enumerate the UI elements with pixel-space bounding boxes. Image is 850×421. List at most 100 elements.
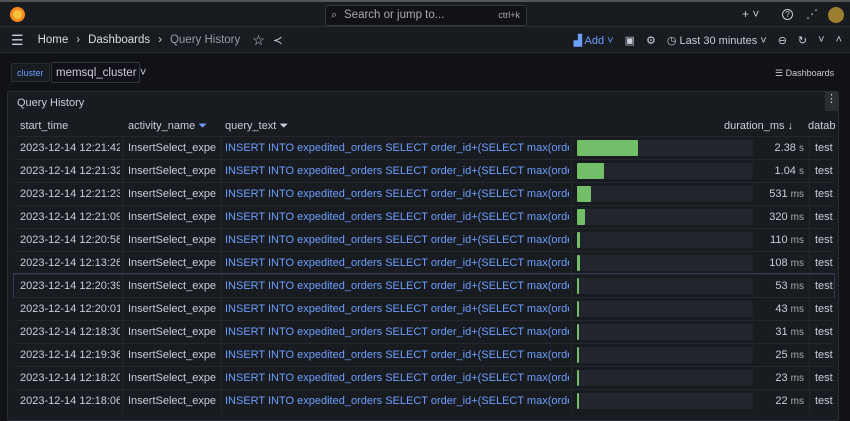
duration-value: 22 ms — [754, 395, 804, 407]
breadcrumb-dashboards[interactable]: Dashboards — [88, 34, 151, 46]
duration-value: 53 ms — [754, 280, 804, 292]
column-header-activity-name[interactable]: activity_name ⏷ — [128, 120, 207, 133]
table-row[interactable]: 2023-12-14 12:20:01 InsertSelect_expe...… — [14, 297, 834, 321]
table-row[interactable]: 2023-12-14 12:21:23 InsertSelect_expe...… — [14, 182, 834, 206]
refresh-icon[interactable]: ↻ — [797, 34, 808, 47]
user-avatar[interactable] — [828, 7, 844, 23]
news-icon[interactable]: ⋰ — [806, 7, 818, 21]
duration-gauge — [577, 347, 753, 363]
column-divider — [809, 183, 810, 206]
start-time-cell: 2023-12-14 12:13:26 — [20, 257, 120, 269]
duration-bar — [577, 140, 638, 156]
table-row[interactable]: 2023-12-14 12:13:26 InsertSelect_expe...… — [14, 251, 834, 275]
query-text-link[interactable]: INSERT INTO expedited_orders SELECT orde… — [225, 326, 569, 338]
query-text-link[interactable]: INSERT INTO expedited_orders SELECT orde… — [225, 395, 569, 407]
breadcrumb-separator: › — [158, 34, 162, 46]
duration-unit: ms — [790, 304, 804, 315]
collapse-chevron-icon[interactable]: ˄ — [835, 34, 842, 46]
column-header-query-text[interactable]: query_text ⏷ — [225, 120, 288, 133]
query-text-link[interactable]: INSERT INTO expedited_orders SELECT orde… — [225, 349, 569, 361]
column-divider — [122, 229, 123, 252]
column-divider — [571, 367, 572, 390]
share-icon[interactable]: ≺ — [272, 35, 283, 47]
table-row[interactable]: 2023-12-14 12:20:58 InsertSelect_expe...… — [14, 228, 834, 252]
query-text-link[interactable]: INSERT INTO expedited_orders SELECT orde… — [225, 372, 569, 384]
help-icon[interactable]: ? — [782, 9, 793, 20]
duration-bar — [577, 347, 579, 363]
duration-unit: ms — [790, 235, 804, 246]
filter-icon[interactable]: ⏷ — [279, 120, 289, 132]
column-divider — [571, 298, 572, 321]
table-row[interactable]: 2023-12-14 12:18:30 InsertSelect_expe...… — [14, 320, 834, 344]
variable-label: cluster — [11, 63, 50, 82]
dashboard-toolbar: ▟ Add ˅ ▣ ⚙ ◷ Last 30 minutes ˅ ⊖ ↻ ˅ ˄ — [574, 27, 842, 53]
column-divider — [571, 160, 572, 183]
add-button[interactable]: ▟ Add ˅ — [573, 34, 614, 47]
table-row[interactable]: 2023-12-14 12:18:06 InsertSelect_expe...… — [14, 389, 834, 413]
duration-gauge — [577, 140, 753, 156]
duration-value: 31 ms — [754, 326, 804, 338]
query-text-link[interactable]: INSERT INTO expedited_orders SELECT orde… — [225, 165, 569, 177]
query-text-link[interactable]: INSERT INTO expedited_orders SELECT orde… — [225, 211, 569, 223]
query-text-link[interactable]: INSERT INTO expedited_orders SELECT orde… — [225, 188, 569, 200]
cluster-select[interactable]: memsql_cluster ˅ — [51, 62, 146, 83]
zoom-out-icon[interactable]: ⊖ — [777, 34, 787, 47]
column-divider — [221, 160, 222, 183]
database-cell: test — [815, 188, 833, 200]
column-divider — [809, 298, 810, 321]
duration-bar — [577, 163, 604, 179]
star-icon[interactable]: ☆ — [252, 31, 265, 48]
duration-gauge — [577, 232, 753, 248]
new-menu-button[interactable]: + ˅ — [742, 7, 760, 21]
column-divider — [809, 275, 810, 298]
table-row[interactable]: 2023-12-14 12:19:36 InsertSelect_expe...… — [14, 343, 834, 367]
settings-gear-icon[interactable]: ⚙ — [646, 34, 656, 47]
column-divider — [221, 367, 222, 390]
column-divider — [122, 183, 123, 206]
cluster-value: memsql_cluster — [56, 67, 137, 79]
time-picker[interactable]: ◷ Last 30 minutes ˅ — [666, 34, 767, 47]
column-divider — [122, 206, 123, 229]
query-text-link[interactable]: INSERT INTO expedited_orders SELECT orde… — [225, 234, 569, 246]
column-header-start-time[interactable]: start_time — [20, 120, 69, 132]
query-text-link[interactable]: INSERT INTO expedited_orders SELECT orde… — [225, 257, 569, 269]
sort-desc-icon: ↓ — [787, 120, 794, 132]
shortcut-hint: ctrl+k — [498, 10, 520, 20]
breadcrumb: ☰ Home › Dashboards › Query History ☆ ≺ — [11, 27, 282, 53]
column-divider — [809, 160, 810, 183]
table-row[interactable]: 2023-12-14 12:21:32 InsertSelect_expe...… — [14, 159, 834, 183]
dashboard-nav: ☰ Home › Dashboards › Query History ☆ ≺ … — [0, 27, 850, 53]
query-text-link[interactable]: INSERT INTO expedited_orders SELECT orde… — [225, 303, 569, 315]
panel-menu-icon[interactable]: ⋮ — [825, 92, 838, 111]
query-text-link[interactable]: INSERT INTO expedited_orders SELECT orde… — [225, 280, 569, 292]
filter-icon[interactable]: ⏷ — [198, 120, 208, 132]
duration-bar — [577, 370, 579, 386]
table-row[interactable]: 2023-12-14 12:21:09 InsertSelect_expe...… — [14, 205, 834, 229]
header-label: activity_name — [128, 120, 196, 132]
database-cell: test — [815, 303, 833, 315]
breadcrumb-home[interactable]: Home — [37, 34, 69, 46]
column-divider — [571, 252, 572, 275]
duration-value: 531 ms — [754, 188, 804, 200]
column-header-duration-ms[interactable]: duration_ms ↓ — [724, 120, 793, 132]
query-text-link[interactable]: INSERT INTO expedited_orders SELECT orde… — [225, 142, 569, 154]
duration-unit: ms — [790, 350, 804, 361]
duration-value: 25 ms — [754, 349, 804, 361]
menu-icon[interactable]: ☰ — [11, 31, 24, 48]
column-divider — [122, 367, 123, 390]
column-divider — [221, 137, 222, 160]
search-input[interactable]: ⌕ Search or jump to... ctrl+k — [325, 5, 527, 26]
grafana-logo-icon[interactable] — [10, 7, 25, 22]
database-cell: test — [815, 280, 833, 292]
save-icon[interactable]: ▣ — [624, 34, 636, 47]
table-row[interactable]: 2023-12-14 12:18:20 InsertSelect_expe...… — [14, 366, 834, 390]
table-row[interactable]: 2023-12-14 12:21:42 InsertSelect_expe...… — [14, 136, 834, 160]
table-row[interactable]: 2023-12-14 12:20:39 InsertSelect_expe...… — [13, 273, 835, 298]
column-header-database[interactable]: datab — [808, 120, 836, 132]
duration-number: 53 — [775, 280, 788, 292]
dashboards-link[interactable]: ☰ Dashboards — [775, 68, 835, 78]
breadcrumb-separator: › — [76, 34, 81, 46]
duration-unit: ms — [790, 373, 804, 384]
refresh-interval-chevron-icon[interactable]: ˅ — [818, 34, 825, 46]
duration-number: 43 — [775, 303, 788, 315]
